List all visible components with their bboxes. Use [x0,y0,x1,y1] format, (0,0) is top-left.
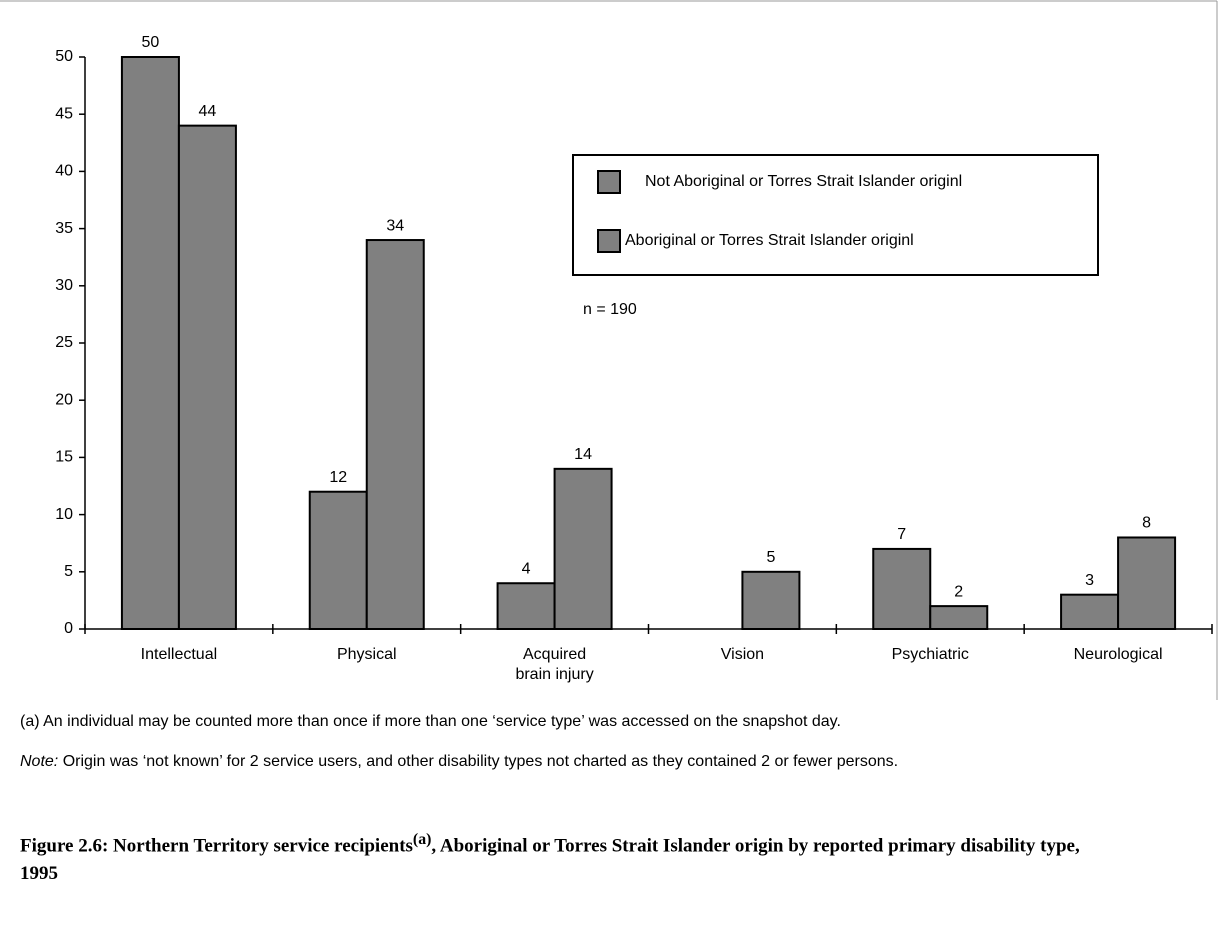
y-tick-label: 30 [55,277,73,294]
x-tick-label: Neurological [1074,646,1163,663]
caption: Figure 2.6: Northern Territory service r… [20,826,1120,888]
caption-rest: , Aboriginal or Torres Strait Islander o… [20,835,1080,885]
note: Note: Origin was ‘not known’ for 2 servi… [0,750,1190,774]
x-tick-label: Intellectual [141,646,218,663]
data-label: 7 [897,526,906,543]
y-tick-label: 0 [64,620,73,637]
y-tick-label: 10 [55,506,73,523]
y-tick-label: 20 [55,391,73,408]
bar [177,124,237,630]
y-tick-label: 35 [55,220,73,237]
y-tick-label: 5 [64,563,73,580]
data-label: 50 [142,34,160,51]
x-tick-label: Vision [721,646,764,663]
bar [496,582,556,630]
data-label: 4 [522,560,531,577]
bar [872,547,932,630]
legend-swatch [597,170,621,194]
bar [1060,593,1120,630]
y-tick-label: 15 [55,449,73,466]
data-label: 44 [199,103,217,120]
bar [120,56,180,630]
legend-box [572,154,1099,276]
bar [553,467,613,630]
annotation: n = 190 [583,301,637,318]
footnote: (a) An individual may be counted more th… [20,713,841,730]
y-tick-label: 50 [55,48,73,65]
x-tick-label: Psychiatric [892,646,969,663]
bar [1117,536,1177,630]
data-label: 5 [766,549,775,566]
legend-swatch [597,229,621,253]
data-label: 14 [574,446,592,463]
bar [929,605,989,630]
data-label: 12 [329,469,347,486]
y-tick-label: 45 [55,105,73,122]
bar [365,239,425,630]
legend-label: Aboriginal or Torres Strait Islander ori… [625,232,914,249]
y-tick-label: 40 [55,163,73,180]
chart: n = 190 05101520253035404550Intellectual… [0,0,1218,700]
data-label: 8 [1142,515,1151,532]
data-label: 3 [1085,572,1094,589]
note-text: Origin was ‘not known’ for 2 service use… [58,753,899,770]
y-tick-label: 25 [55,334,73,351]
legend-label: Not Aboriginal or Torres Strait Islander… [645,173,962,190]
data-label: 2 [954,583,963,600]
data-label: 34 [386,217,404,234]
x-tick-label: Acquired brain injury [515,646,593,683]
caption-text: Figure 2.6: Northern Territory service r… [20,835,413,857]
bar [741,570,801,630]
caption-superscript: (a) [412,831,432,848]
x-tick-label: Physical [337,646,397,663]
note-label: Note: [20,753,59,770]
bar [308,490,368,630]
